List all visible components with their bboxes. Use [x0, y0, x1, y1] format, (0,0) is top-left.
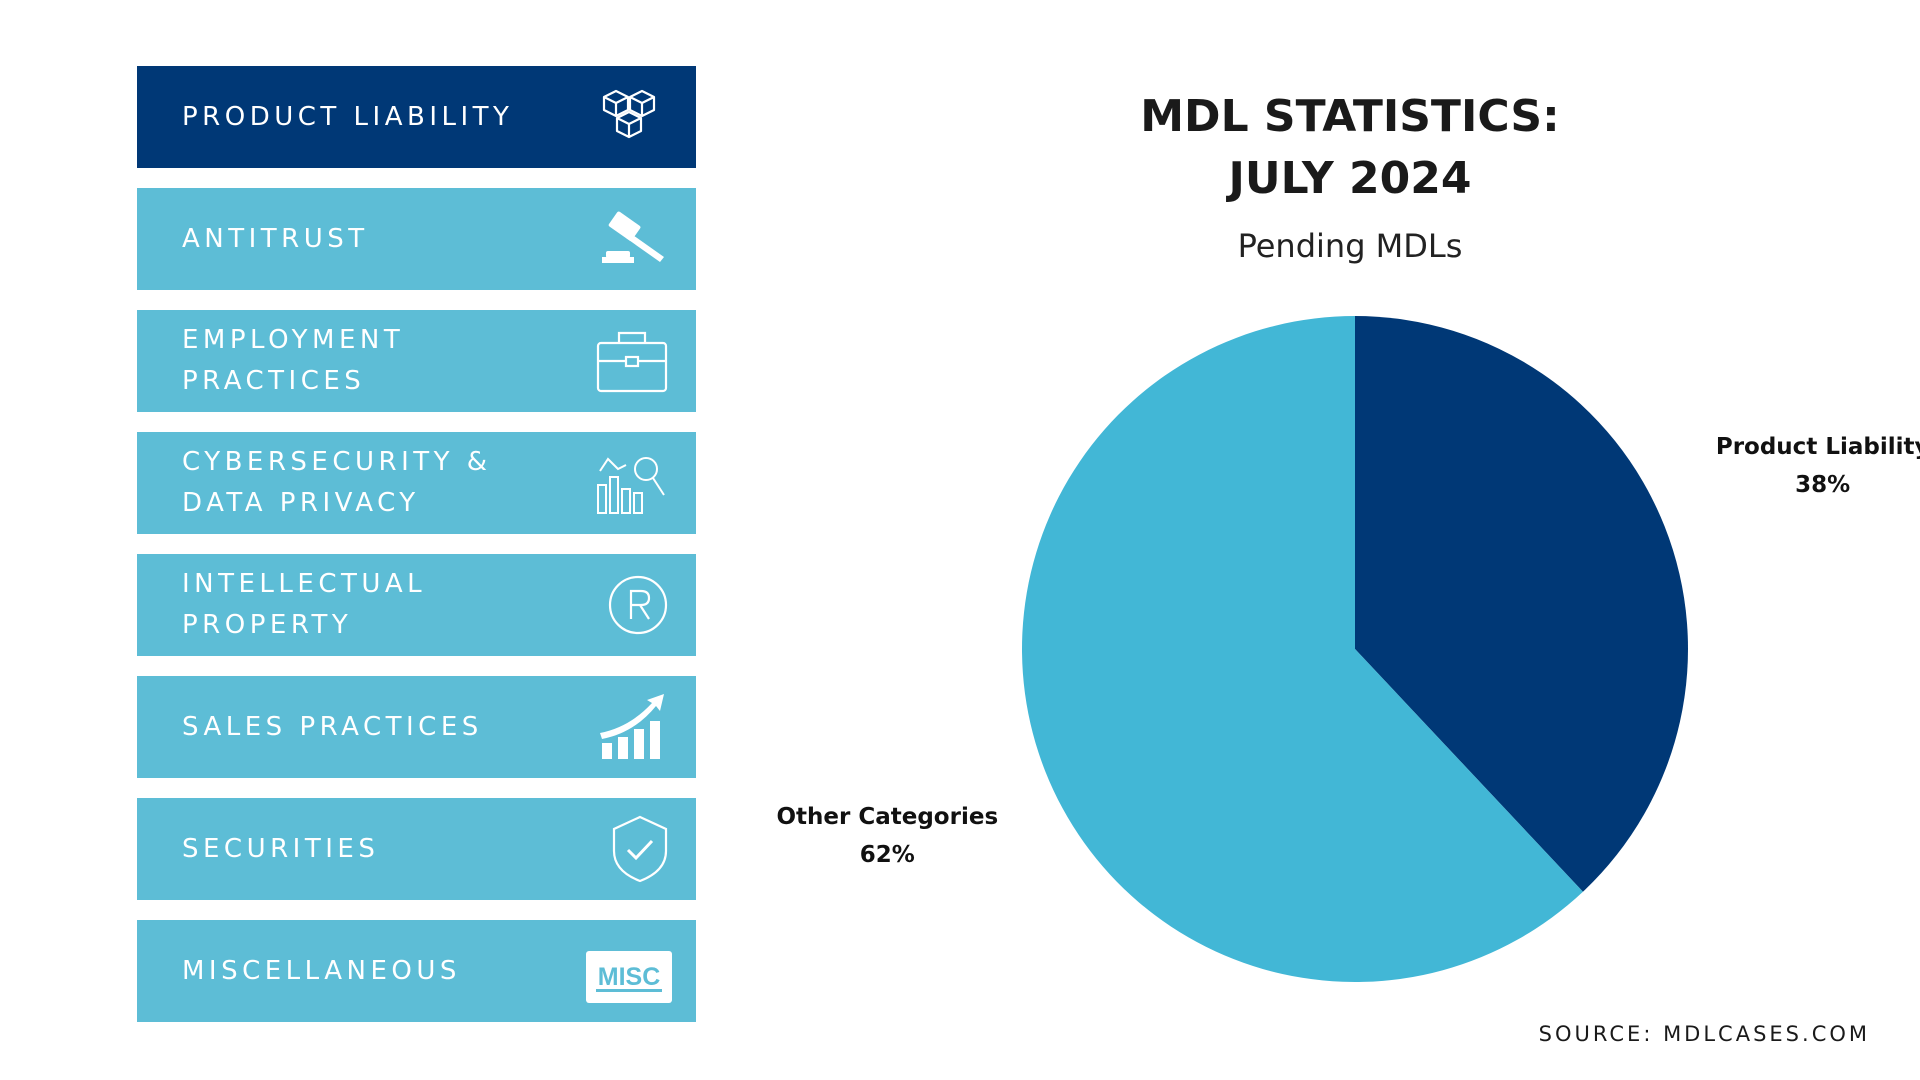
- chart-title-line-1: MDL STATISTICS:: [1140, 91, 1560, 142]
- category-antitrust[interactable]: ANTITRUST: [137, 188, 696, 290]
- slice-value-label: 38%: [1795, 472, 1850, 498]
- category-label: INTELLECTUAL PROPERTY: [182, 569, 427, 640]
- slice-label: Product Liability: [1716, 434, 1920, 460]
- category-label: MISCELLANEOUS: [182, 955, 461, 986]
- category-sales-practices[interactable]: SALES PRACTICES: [137, 676, 696, 778]
- category-label: SECURITIES: [182, 833, 380, 864]
- chart-title-line-2: JULY 2024: [1228, 153, 1472, 204]
- briefcase-icon: [586, 327, 672, 395]
- category-employment-practices[interactable]: EMPLOYMENT PRACTICES: [137, 310, 696, 412]
- slice-value-label: 62%: [860, 842, 915, 868]
- slice-label: Other Categories: [776, 804, 998, 830]
- chart-subtitle: Pending MDLs: [1237, 227, 1463, 265]
- misc-tag-icon: MISC: [586, 937, 672, 1005]
- category-intellectual-property[interactable]: INTELLECTUAL PROPERTY: [137, 554, 696, 656]
- shield-check-icon: [586, 815, 672, 883]
- category-miscellaneous[interactable]: MISCELLANEOUS MISC: [137, 920, 696, 1022]
- source-credit: SOURCE: MDLCASES.COM: [1538, 1022, 1870, 1046]
- growth-chart-icon: [586, 693, 672, 761]
- chart-title-block: MDL STATISTICS: JULY 2024 Pending MDLs: [1050, 86, 1650, 266]
- category-label: CYBERSECURITY & DATA PRIVACY: [182, 447, 492, 518]
- category-label: SALES PRACTICES: [182, 711, 483, 742]
- gavel-icon: [586, 205, 672, 273]
- misc-icon-text: MISC: [598, 963, 661, 991]
- registered-trademark-icon: [586, 571, 672, 639]
- category-label: ANTITRUST: [182, 223, 369, 254]
- category-securities[interactable]: SECURITIES: [137, 798, 696, 900]
- category-label: PRODUCT LIABILITY: [182, 101, 514, 132]
- category-product-liability[interactable]: PRODUCT LIABILITY: [137, 66, 696, 168]
- category-label: EMPLOYMENT PRACTICES: [182, 325, 405, 396]
- pie-slice-product-liability: [1355, 316, 1688, 892]
- data-analysis-icon: [586, 449, 672, 517]
- pie-slice-other-categories: [1021, 316, 1583, 982]
- category-cybersecurity-data-privacy[interactable]: CYBERSECURITY & DATA PRIVACY: [137, 432, 696, 534]
- boxes-icon: [586, 83, 672, 151]
